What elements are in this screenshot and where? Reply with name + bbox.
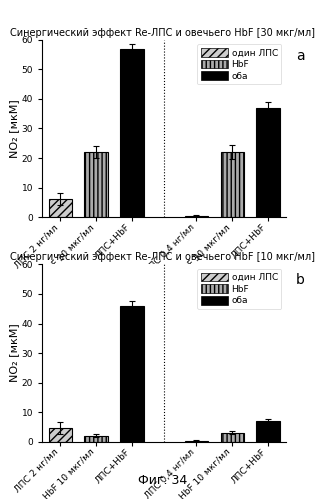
Legend: один ЛПС, HbF, оба: один ЛПС, HbF, оба <box>197 44 281 84</box>
Bar <box>120 49 144 217</box>
Text: Синергический эффект Re-ЛПС и овечьего HbF [30 мкг/мл]: Синергический эффект Re-ЛПС и овечьего H… <box>10 28 315 38</box>
Bar <box>221 433 244 442</box>
Text: a: a <box>296 49 305 63</box>
Bar <box>120 306 144 442</box>
Bar <box>221 152 244 217</box>
Legend: один ЛПС, HbF, оба: один ЛПС, HbF, оба <box>197 269 281 309</box>
Bar <box>256 108 280 217</box>
Bar <box>48 428 72 442</box>
Bar <box>48 200 72 217</box>
Bar <box>185 441 208 442</box>
Bar <box>256 421 280 442</box>
Text: Фиг. 34: Фиг. 34 <box>138 474 187 487</box>
Bar <box>84 436 108 442</box>
Text: Синергический эффект Re-ЛПС и овечьего HbF [10 мкг/мл]: Синергический эффект Re-ЛПС и овечьего H… <box>10 252 315 262</box>
Text: b: b <box>296 273 305 287</box>
Y-axis label: NO₂ [мкМ]: NO₂ [мкМ] <box>9 99 19 158</box>
Y-axis label: NO₂ [мкМ]: NO₂ [мкМ] <box>9 324 19 382</box>
Bar <box>185 216 208 217</box>
Bar <box>84 152 108 217</box>
